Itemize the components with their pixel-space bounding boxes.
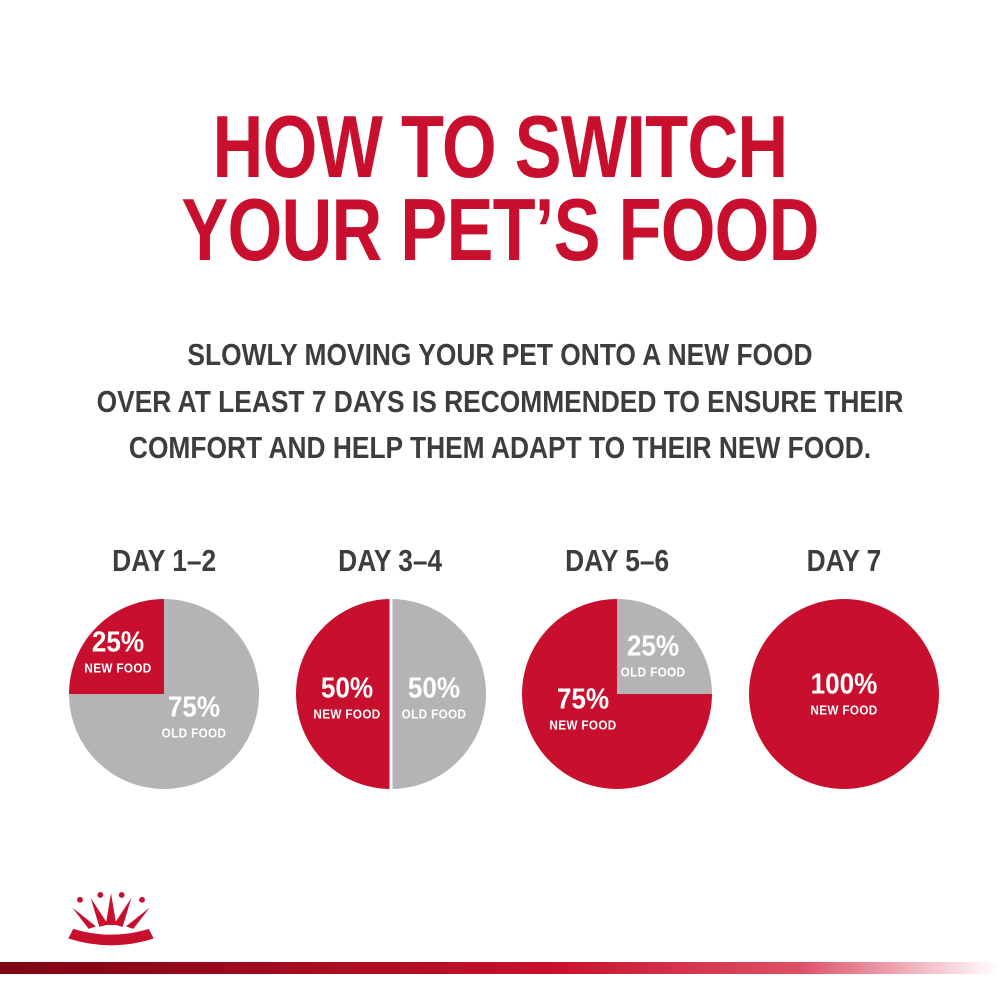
- slice-name-new-food: NEW FOOD: [549, 717, 617, 733]
- slice-percent-old-food: 25%: [627, 630, 680, 663]
- slice-name-new-food: NEW FOOD: [313, 706, 381, 722]
- page-title-line-2: YOUR PET’S FOOD: [181, 179, 819, 279]
- day-7-heading-text: DAY 7: [806, 543, 882, 578]
- slice-percent-old-food: 50%: [408, 672, 461, 705]
- subtitle: SLOWLY MOVING YOUR PET ONTO A NEW FOOD O…: [0, 332, 1000, 472]
- slice-label-old-food: 75% OLD FOOD: [162, 691, 227, 741]
- slice-label-new-food: 50% NEW FOOD: [313, 672, 381, 722]
- pie-block-day-1-2: DAY 1–2 25% NEW FOOD 75% OLD FOOD: [58, 543, 270, 789]
- slice-label-new-food: 100% NEW FOOD: [810, 668, 878, 718]
- slice-name-old-food: OLD FOOD: [621, 664, 686, 680]
- pie-chart-day-3-4: 50% NEW FOOD 50% OLD FOOD: [295, 599, 486, 789]
- day-1-2-heading: DAY 1–2: [58, 543, 270, 579]
- day-3-4-heading: DAY 3–4: [285, 543, 497, 579]
- royal-canin-crown-logo: [68, 892, 154, 946]
- slice-name-old-food: OLD FOOD: [162, 725, 227, 741]
- pie-block-day-5-6: DAY 5–6 25% OLD FOOD 75% NEW FOOD: [511, 543, 723, 789]
- slice-percent-new-food: 75%: [556, 683, 610, 716]
- pie-block-day-7: DAY 7 100% NEW FOOD: [738, 543, 950, 789]
- slice-label-old-food: 25% OLD FOOD: [621, 630, 686, 680]
- slice-divider: [389, 599, 393, 789]
- slice-percent-new-food: 50%: [320, 672, 374, 705]
- page-title: HOW TO SWITCH YOUR PET’S FOOD: [0, 97, 1000, 279]
- slice-label-new-food: 75% NEW FOOD: [549, 683, 617, 733]
- subtitle-line-2: OVER AT LEAST 7 DAYS IS RECOMMENDED TO E…: [96, 383, 904, 419]
- day-3-4-heading-text: DAY 3–4: [338, 543, 443, 578]
- pie-chart-day-1-2: 25% NEW FOOD 75% OLD FOOD: [69, 599, 259, 789]
- page-title-line-1: HOW TO SWITCH: [212, 97, 789, 196]
- slice-percent-new-food: 100%: [810, 668, 878, 701]
- slice-name-new-food: NEW FOOD: [810, 702, 878, 718]
- slice-name-old-food: OLD FOOD: [402, 706, 467, 722]
- day-7-heading: DAY 7: [738, 543, 950, 579]
- slice-name-new-food: NEW FOOD: [84, 660, 153, 676]
- footer-gradient-strip: [0, 962, 1000, 974]
- day-5-6-heading-text: DAY 5–6: [565, 543, 670, 578]
- slice-percent-old-food: 75%: [168, 691, 221, 724]
- pie-block-day-3-4: DAY 3–4 50% NEW FOOD 50% OLD FOOD: [285, 543, 497, 789]
- subtitle-line-1: SLOWLY MOVING YOUR PET ONTO A NEW FOOD: [187, 337, 813, 372]
- slice-percent-new-food: 25%: [92, 626, 145, 659]
- slice-label-new-food: 25% NEW FOOD: [84, 626, 153, 676]
- pie-chart-row: DAY 1–2 25% NEW FOOD 75% OLD FOOD DAY 3–…: [58, 543, 950, 789]
- day-5-6-heading: DAY 5–6: [511, 543, 723, 579]
- subtitle-line-3: COMFORT AND HELP THEM ADAPT TO THEIR NEW…: [128, 430, 872, 465]
- pie-chart-day-7: 100% NEW FOOD: [748, 599, 939, 789]
- day-1-2-heading-text: DAY 1–2: [111, 543, 217, 578]
- slice-label-old-food: 50% OLD FOOD: [402, 672, 467, 722]
- pie-chart-day-5-6: 25% OLD FOOD 75% NEW FOOD: [522, 599, 713, 789]
